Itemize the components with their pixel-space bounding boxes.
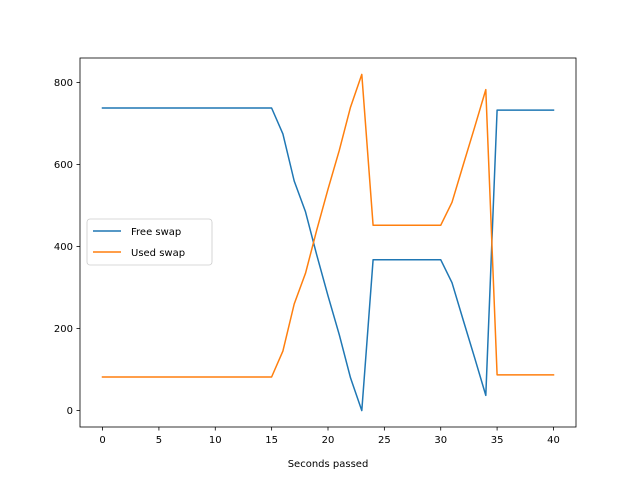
x-axis-label: Seconds passed [288,459,369,470]
x-tick-label-30: 30 [434,435,447,446]
x-tick-label-20: 20 [322,435,335,446]
y-tick-label-0: 0 [67,406,73,417]
x-tick-label-0: 0 [99,435,105,446]
legend: Free swap Used swap [86,218,213,266]
y-tick-label-600: 600 [54,160,73,171]
x-tick-label-10: 10 [209,435,222,446]
series-line-free-swap [101,107,555,412]
series-line-used-swap [101,73,555,378]
series-layer [101,73,555,412]
x-tick-label-15: 15 [265,435,278,446]
y-tick-label-400: 400 [54,242,73,253]
y-tick-label-800: 800 [54,78,73,89]
y-axis: 0 200 400 600 800 [54,78,80,417]
legend-label-free-swap: Free swap [131,227,181,238]
y-tick-label-200: 200 [54,324,73,335]
x-tick-label-40: 40 [547,435,560,446]
x-tick-label-25: 25 [378,435,391,446]
x-tick-label-5: 5 [156,435,162,446]
x-axis: 0 5 10 15 20 25 30 35 40 [99,427,560,446]
legend-label-used-swap: Used swap [131,248,185,259]
x-tick-label-35: 35 [491,435,504,446]
